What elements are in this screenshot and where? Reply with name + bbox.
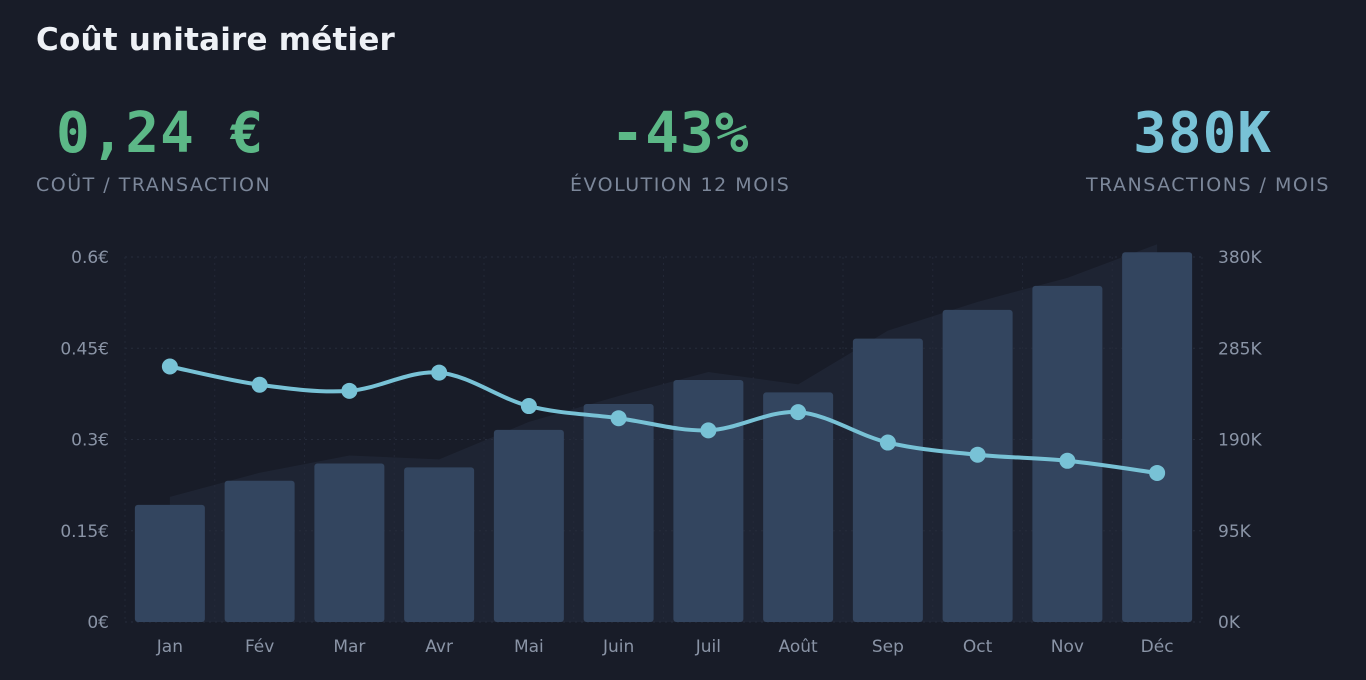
x-axis-tick-label: Mar	[333, 637, 365, 657]
cost-point-11[interactable]	[1149, 464, 1166, 481]
x-axis-tick-label: Sep	[872, 637, 904, 657]
cost-point-5[interactable]	[610, 410, 627, 427]
bar-transactions-0[interactable]	[134, 504, 205, 622]
x-axis-tick-label: Nov	[1051, 637, 1084, 657]
cost-point-3[interactable]	[431, 364, 448, 381]
kpi-evolution: -43% ÉVOLUTION 12 MOIS	[570, 100, 790, 196]
left-axis-tick-label: 0.45€	[60, 339, 109, 359]
x-axis-tick-label: Mai	[514, 637, 544, 657]
cost-point-9[interactable]	[969, 446, 986, 463]
kpi-evolution-label: ÉVOLUTION 12 MOIS	[570, 174, 791, 196]
left-axis-tick-label: 0€	[87, 613, 109, 633]
kpi-cost-per-transaction: 0,24 € COÛT / TRANSACTION	[36, 100, 271, 196]
cost-point-1[interactable]	[251, 376, 268, 393]
cost-point-2[interactable]	[341, 382, 358, 399]
x-axis-tick-label: Oct	[963, 637, 993, 657]
bar-transactions-3[interactable]	[404, 467, 475, 622]
x-axis-tick-label: Déc	[1141, 637, 1174, 657]
cost-point-10[interactable]	[1059, 452, 1076, 469]
bar-transactions-7[interactable]	[763, 392, 834, 622]
x-axis-tick-label: Août	[779, 637, 819, 657]
kpi-transactions: 380K TRANSACTIONS / MOIS	[1086, 100, 1330, 196]
bar-transactions-2[interactable]	[314, 463, 385, 622]
kpi-cost-value: 0,24 €	[56, 101, 265, 166]
bar-transactions-8[interactable]	[852, 338, 923, 622]
cost-point-4[interactable]	[520, 398, 537, 415]
bar-transactions-9[interactable]	[942, 309, 1013, 622]
x-axis-tick-label: Juin	[602, 637, 634, 657]
bar-transactions-6[interactable]	[673, 379, 744, 622]
bar-transactions-4[interactable]	[493, 429, 564, 622]
right-axis-tick-label: 95K	[1218, 522, 1252, 542]
right-axis-tick-label: 285K	[1218, 339, 1262, 359]
kpi-evolution-value: -43%	[610, 101, 750, 166]
bar-transactions-5[interactable]	[583, 403, 654, 622]
x-axis-tick-label: Juil	[695, 637, 721, 657]
cost-point-0[interactable]	[161, 358, 178, 375]
x-axis-tick-label: Avr	[425, 637, 453, 657]
cost-point-8[interactable]	[879, 434, 896, 451]
left-axis-tick-label: 0.15€	[60, 522, 109, 542]
cost-line	[167, 364, 1160, 475]
bar-transactions-1[interactable]	[224, 480, 295, 622]
left-axis-tick-label: 0.3€	[71, 431, 109, 451]
x-axis-tick-label: Jan	[156, 637, 183, 657]
kpi-cost-label: COÛT / TRANSACTION	[36, 174, 272, 196]
left-axis-tick-label: 0.6€	[71, 248, 109, 268]
right-axis-tick-label: 0K	[1218, 613, 1241, 633]
kpi-transactions-label: TRANSACTIONS / MOIS	[1085, 174, 1330, 196]
right-axis-tick-label: 190K	[1218, 431, 1262, 451]
cost-point-6[interactable]	[700, 422, 717, 439]
page-title: Coût unitaire métier	[36, 22, 396, 58]
cost-point-7[interactable]	[790, 404, 807, 421]
x-axis-tick-label: Fév	[245, 637, 274, 657]
kpi-transactions-value: 380K	[1133, 101, 1272, 166]
right-axis-tick-label: 380K	[1218, 248, 1262, 268]
bar-transactions-11[interactable]	[1122, 252, 1193, 622]
